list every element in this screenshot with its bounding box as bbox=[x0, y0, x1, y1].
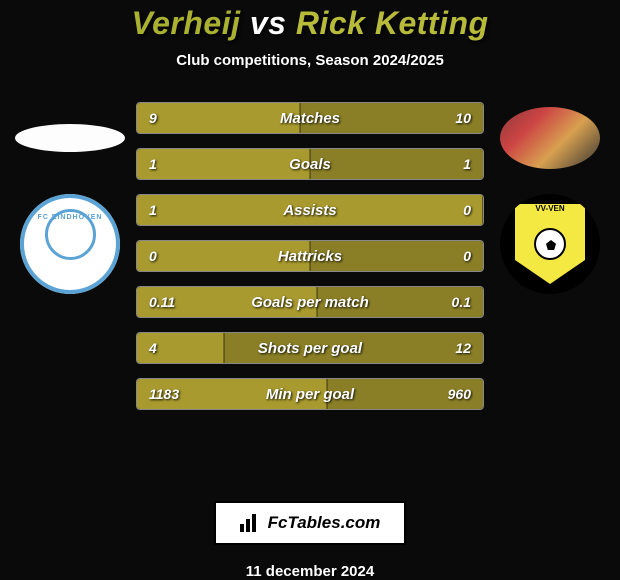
stat-value-right: 10 bbox=[455, 110, 471, 126]
stat-value-right: 960 bbox=[448, 386, 471, 402]
stat-value-left: 4 bbox=[149, 340, 157, 356]
title-vs: vs bbox=[250, 5, 287, 41]
stat-value-right: 0.1 bbox=[452, 294, 471, 310]
stat-row: 9 10 Matches bbox=[136, 102, 484, 134]
title-player1: Verheij bbox=[131, 5, 240, 41]
stat-value-left: 1 bbox=[149, 202, 157, 218]
club2-shield: VV-VEN bbox=[515, 204, 585, 284]
stat-value-left: 0 bbox=[149, 248, 157, 264]
stat-row: 1183 960 Min per goal bbox=[136, 378, 484, 410]
footer: FcTables.com 11 december 2024 bbox=[214, 501, 407, 580]
stat-label: Goals per match bbox=[251, 294, 369, 311]
player2-photo bbox=[500, 107, 600, 169]
bar-fill-right bbox=[482, 195, 483, 225]
title: Verheij vs Rick Ketting bbox=[131, 5, 488, 42]
stat-row: 1 0 Assists bbox=[136, 194, 484, 226]
stat-row: 0 0 Hattricks bbox=[136, 240, 484, 272]
logo-text: FcTables.com bbox=[268, 513, 381, 533]
stat-label: Hattricks bbox=[278, 248, 342, 265]
bar-fill-left bbox=[137, 149, 310, 179]
stat-label: Assists bbox=[283, 202, 336, 219]
date: 11 december 2024 bbox=[246, 563, 374, 580]
subtitle: Club competitions, Season 2024/2025 bbox=[176, 52, 444, 69]
stat-row: 0.11 0.1 Goals per match bbox=[136, 286, 484, 318]
stat-label: Shots per goal bbox=[258, 340, 362, 357]
stat-value-right: 0 bbox=[463, 202, 471, 218]
club1-badge: FC EINDHOVEN bbox=[20, 194, 120, 294]
stat-value-right: 1 bbox=[463, 156, 471, 172]
stat-value-left: 1 bbox=[149, 156, 157, 172]
comparison-card: Verheij vs Rick Ketting Club competition… bbox=[0, 0, 620, 580]
title-player2: Rick Ketting bbox=[296, 5, 489, 41]
stat-value-left: 1183 bbox=[149, 386, 179, 402]
stat-bars: 910Matches11Goals10Assists00Hattricks0.1… bbox=[130, 99, 490, 483]
stat-label: Matches bbox=[280, 110, 340, 127]
bar-fill-right bbox=[310, 149, 483, 179]
stat-label: Goals bbox=[289, 156, 331, 173]
stat-label: Min per goal bbox=[266, 386, 354, 403]
left-column: FC EINDHOVEN bbox=[10, 99, 130, 483]
club2-badge: VV-VEN bbox=[500, 194, 600, 294]
chart-icon bbox=[240, 514, 260, 532]
stat-value-right: 12 bbox=[455, 340, 471, 356]
club1-name: FC EINDHOVEN bbox=[38, 214, 103, 221]
club2-name: VV-VEN bbox=[535, 204, 564, 213]
right-column: VV-VEN bbox=[490, 99, 610, 483]
stat-value-left: 9 bbox=[149, 110, 157, 126]
content-row: FC EINDHOVEN 910Matches11Goals10Assists0… bbox=[0, 99, 620, 483]
player1-photo bbox=[15, 124, 125, 152]
stat-value-right: 0 bbox=[463, 248, 471, 264]
fctables-logo: FcTables.com bbox=[214, 501, 407, 545]
soccer-ball-icon bbox=[534, 228, 566, 260]
stat-row: 1 1 Goals bbox=[136, 148, 484, 180]
stat-value-left: 0.11 bbox=[149, 294, 175, 310]
stat-row: 4 12 Shots per goal bbox=[136, 332, 484, 364]
bar-fill-left bbox=[137, 103, 300, 133]
